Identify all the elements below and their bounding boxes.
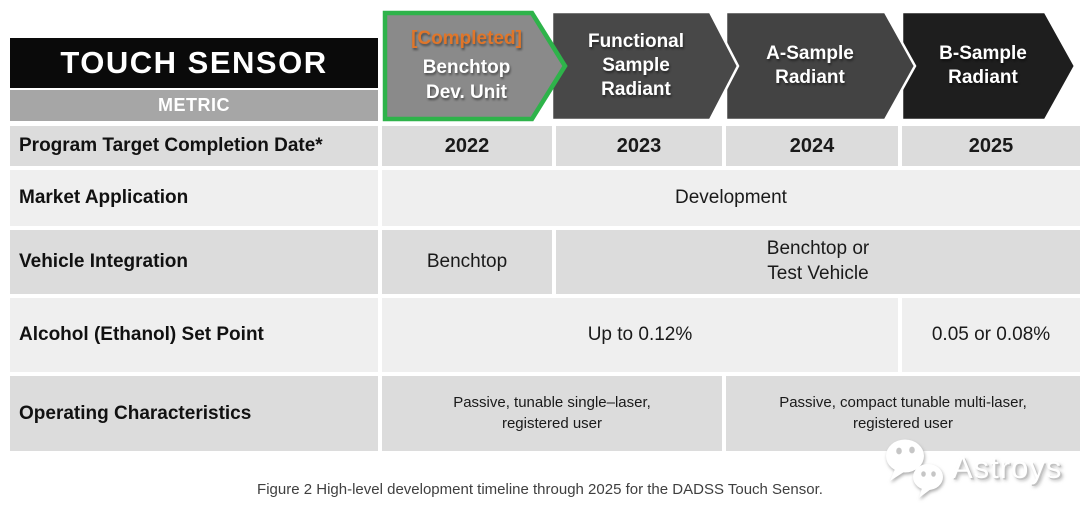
table-cell: 2022 xyxy=(382,126,552,166)
stage-arrow-a-sample xyxy=(724,10,917,122)
table-cell: Passive, tunable single–laser, registere… xyxy=(382,376,722,451)
table-cell: 2025 xyxy=(902,126,1080,166)
stage-arrow-functional-sample xyxy=(550,10,740,122)
table-cell: Benchtop or Test Vehicle xyxy=(556,230,1080,294)
row-label: Vehicle Integration xyxy=(10,230,378,294)
table-title: TOUCH SENSOR xyxy=(10,38,378,88)
table-cell: Up to 0.12% xyxy=(382,298,898,372)
table-cell: 2023 xyxy=(556,126,722,166)
stage-arrow-b-sample xyxy=(900,10,1077,122)
row-label: Program Target Completion Date* xyxy=(10,126,378,166)
table-cell: 0.05 or 0.08% xyxy=(902,298,1080,372)
stage-label-text: Benchtop Dev. Unit xyxy=(422,57,511,103)
stage-label-functional-sample: Functional Sample Radiant xyxy=(556,12,716,120)
table-row: Market Application Development xyxy=(10,170,1080,226)
stage-label-text: A-Sample Radiant xyxy=(766,42,854,88)
stage-arrow-benchtop-completed xyxy=(382,10,568,122)
row-label: Operating Characteristics xyxy=(10,376,378,451)
table-row: Vehicle Integration Benchtop Benchtop or T… xyxy=(10,230,1080,294)
table-cell: Development xyxy=(382,170,1080,226)
table-row: Alcohol (Ethanol) Set Point Up to 0.12% 0.… xyxy=(10,298,1080,372)
metric-table: Program Target Completion Date* 2022 2023 2… xyxy=(10,126,1080,455)
stage-label-text: Functional Sample Radiant xyxy=(587,30,685,101)
row-label: Market Application xyxy=(10,170,378,226)
stage-label-b-sample: B-Sample Radiant xyxy=(904,12,1062,120)
table-cell: Passive, compact tunable multi-laser, re… xyxy=(726,376,1080,451)
table-cell: Benchtop xyxy=(382,230,552,294)
figure-caption: Figure 2 High-level development timeline… xyxy=(257,481,823,498)
stage-label-benchtop: [Completed] Benchtop Dev. Unit xyxy=(385,12,548,120)
table-row: Operating Characteristics Passive, tunabl… xyxy=(10,376,1080,451)
stage-label-a-sample: A-Sample Radiant xyxy=(730,12,890,120)
stage-label-text: B-Sample Radiant xyxy=(939,42,1027,88)
metric-header: METRIC xyxy=(10,90,378,121)
table-cell: 2024 xyxy=(726,126,898,166)
row-label: Alcohol (Ethanol) Set Point xyxy=(10,298,378,372)
table-row: Program Target Completion Date* 2022 2023 2… xyxy=(10,126,1080,166)
completed-badge: [Completed] xyxy=(411,28,522,50)
stage-arrows xyxy=(382,10,1077,122)
